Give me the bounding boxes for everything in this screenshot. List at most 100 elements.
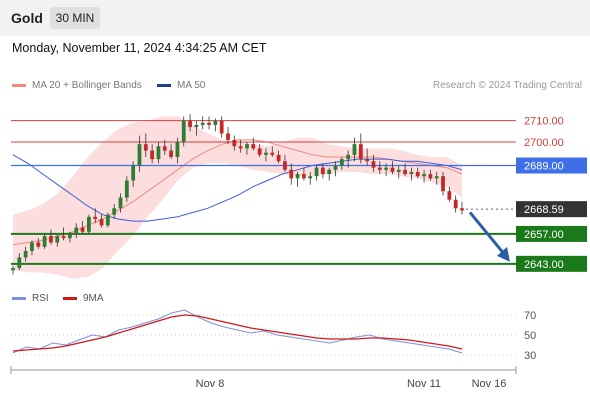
candle-body xyxy=(207,122,211,125)
candle-body xyxy=(226,133,230,140)
candle-body xyxy=(308,176,313,179)
candle-body xyxy=(403,169,407,175)
candle-body xyxy=(390,167,395,172)
candle-body xyxy=(460,208,464,211)
candle-body xyxy=(453,199,458,209)
ma20-label: MA 20 + Bollinger Bands xyxy=(32,80,142,91)
candle-body xyxy=(118,197,123,209)
candle-body xyxy=(339,159,344,166)
candle-body xyxy=(162,146,167,151)
legend-rsi: RSI xyxy=(12,293,49,304)
candle-body xyxy=(270,152,275,155)
forecast-arrow-head xyxy=(497,246,510,262)
candle-body xyxy=(295,174,300,179)
candle-body xyxy=(181,120,186,143)
candle-body xyxy=(238,146,243,149)
candle-body xyxy=(36,242,41,247)
candle-body xyxy=(68,233,72,239)
ma9-swatch xyxy=(63,297,77,300)
candle-body xyxy=(333,165,338,170)
candle-body xyxy=(251,144,256,149)
candle-body xyxy=(213,120,218,125)
candle-body xyxy=(384,167,389,170)
candle-body xyxy=(194,124,199,128)
candle-body xyxy=(327,169,332,175)
level-label-pivot-2: 2689.00 xyxy=(524,161,564,173)
x-tick-label-1: Nov 11 xyxy=(407,378,441,390)
candle-body xyxy=(257,148,262,155)
candle-body xyxy=(232,139,237,147)
header-bar: Gold 30 MIN xyxy=(0,0,590,36)
candle-body xyxy=(105,214,110,226)
candle-body xyxy=(42,236,47,247)
legend-ma20: MA 20 + Bollinger Bands xyxy=(12,80,142,91)
chart-datetime: Monday, November 11, 2024 4:34:25 AM CET xyxy=(12,41,267,55)
rsi-tick-30: 30 xyxy=(524,350,536,362)
ma50-label: MA 50 xyxy=(177,80,206,91)
candle-body xyxy=(137,144,142,166)
candle-body xyxy=(422,174,426,177)
candle-body xyxy=(289,169,294,179)
candle-body xyxy=(200,122,205,125)
candle-body xyxy=(150,150,155,160)
x-tick-label-2: Nov 16 xyxy=(472,378,507,390)
candle-body xyxy=(320,167,325,175)
candle-body xyxy=(314,167,319,177)
level-box-support-4 xyxy=(516,225,587,242)
candle-body xyxy=(264,152,268,155)
candle-body xyxy=(86,216,91,232)
candle-body xyxy=(346,154,351,160)
rsi-tick-50: 50 xyxy=(524,330,536,342)
candle-body xyxy=(61,236,66,239)
candle-body xyxy=(11,268,15,271)
candle-body xyxy=(30,242,34,252)
candle-body xyxy=(219,120,224,134)
level-box-last-3 xyxy=(516,201,587,218)
candle-body xyxy=(447,191,452,200)
candle-body xyxy=(352,144,357,155)
credit-text: Research © 2024 Trading Central xyxy=(432,80,582,91)
level-label-resistance-0: 2710.00 xyxy=(524,116,564,128)
candle-body xyxy=(188,120,192,128)
ma50-swatch xyxy=(157,84,171,87)
candle-body xyxy=(283,161,287,170)
legend-ma50: MA 50 xyxy=(157,80,205,91)
candle-body xyxy=(124,180,129,198)
ma9-label: 9MA xyxy=(83,293,104,304)
rsi-tick-70: 70 xyxy=(524,310,536,322)
candle-body xyxy=(441,176,445,192)
candle-body xyxy=(17,257,22,269)
candle-body xyxy=(112,208,117,215)
ma50-line xyxy=(12,154,463,222)
candle-body xyxy=(156,146,161,160)
candle-body xyxy=(434,176,439,179)
candle-body xyxy=(169,150,173,157)
rsi-line xyxy=(12,309,463,354)
rsi-ma9-line xyxy=(12,314,463,352)
instrument-title: Gold xyxy=(11,10,43,26)
ma20-swatch xyxy=(12,84,26,87)
candle-body xyxy=(99,218,104,226)
bollinger-band xyxy=(13,116,462,279)
candle-body xyxy=(23,251,28,258)
candle-body xyxy=(55,236,60,243)
candle-body xyxy=(415,171,420,177)
level-box-pivot-2 xyxy=(516,157,587,174)
candle-body xyxy=(175,142,180,157)
legend-9ma: 9MA xyxy=(63,293,104,304)
candle-body xyxy=(74,227,79,234)
x-tick-label-0: Nov 8 xyxy=(196,378,225,390)
candle-body xyxy=(276,154,281,162)
candle-body xyxy=(49,236,53,243)
level-label-resistance-1: 2700.00 xyxy=(524,137,564,149)
timeframe-tab[interactable]: 30 MIN xyxy=(50,7,100,29)
rsi-swatch xyxy=(12,297,26,300)
candle-body xyxy=(396,169,401,172)
candle-body xyxy=(302,174,306,179)
candle-body xyxy=(93,216,98,219)
level-label-support-5: 2643.00 xyxy=(524,259,564,271)
level-box-support-5 xyxy=(516,255,587,272)
candle-body xyxy=(371,161,376,168)
rsi-label: RSI xyxy=(32,293,49,304)
